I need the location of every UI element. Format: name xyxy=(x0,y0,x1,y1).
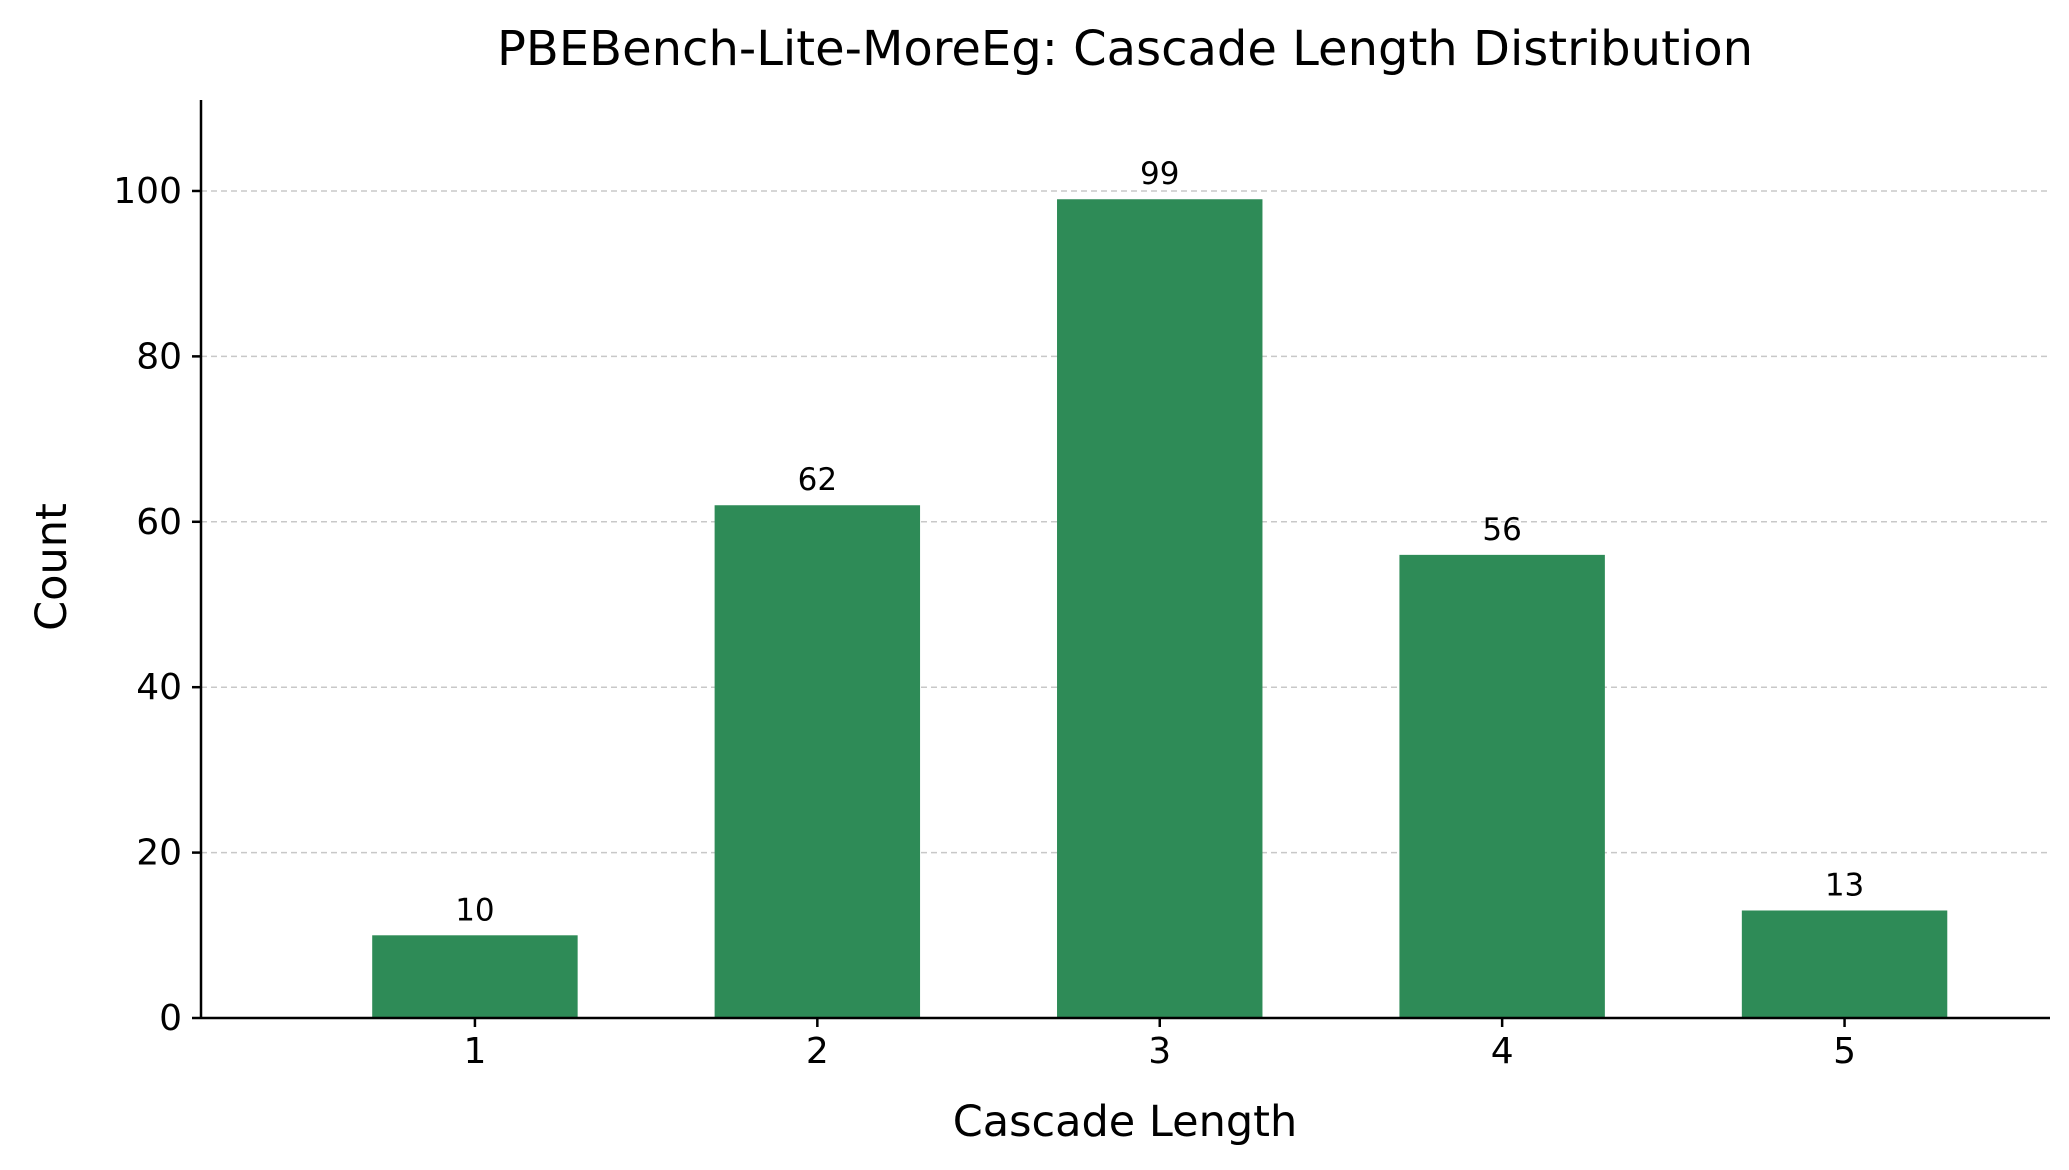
bar-cascade-length-5 xyxy=(1741,910,1948,1018)
x-tick-label: 1 xyxy=(463,1031,486,1072)
y-tick-label: 60 xyxy=(136,502,182,543)
y-axis-label: Count xyxy=(27,503,77,631)
ticks: 0 20 40 60 80 100 1 2 3 4 5 xyxy=(113,171,1856,1072)
bar-value-label: 13 xyxy=(1825,867,1864,903)
y-tick-label: 80 xyxy=(136,336,182,377)
x-tick-label: 2 xyxy=(806,1031,829,1072)
bars xyxy=(372,199,1948,1019)
bar-value-label: 99 xyxy=(1140,156,1179,192)
y-tick-label: 20 xyxy=(136,833,182,874)
axes xyxy=(199,100,2050,1020)
x-tick-label: 3 xyxy=(1148,1031,1171,1072)
bar-cascade-length-4 xyxy=(1399,554,1605,1018)
data-labels: 10 62 99 56 13 xyxy=(455,156,1864,928)
bar-cascade-length-2 xyxy=(714,505,921,1018)
x-tick-label: 4 xyxy=(1491,1031,1514,1072)
x-axis-label: Cascade Length xyxy=(953,1097,1298,1147)
y-tick-label: 100 xyxy=(113,171,182,212)
x-tick-label: 5 xyxy=(1833,1031,1856,1072)
bar-value-label: 62 xyxy=(798,462,837,498)
bar-cascade-length-1 xyxy=(372,935,578,1018)
y-tick-label: 40 xyxy=(136,667,182,708)
y-tick-label: 0 xyxy=(159,998,182,1039)
bar-value-label: 10 xyxy=(455,892,494,928)
bar-cascade-length-3 xyxy=(1057,199,1263,1019)
bar-value-label: 56 xyxy=(1482,512,1521,548)
chart-title: PBEBench-Lite-MoreEg: Cascade Length Dis… xyxy=(497,21,1753,77)
